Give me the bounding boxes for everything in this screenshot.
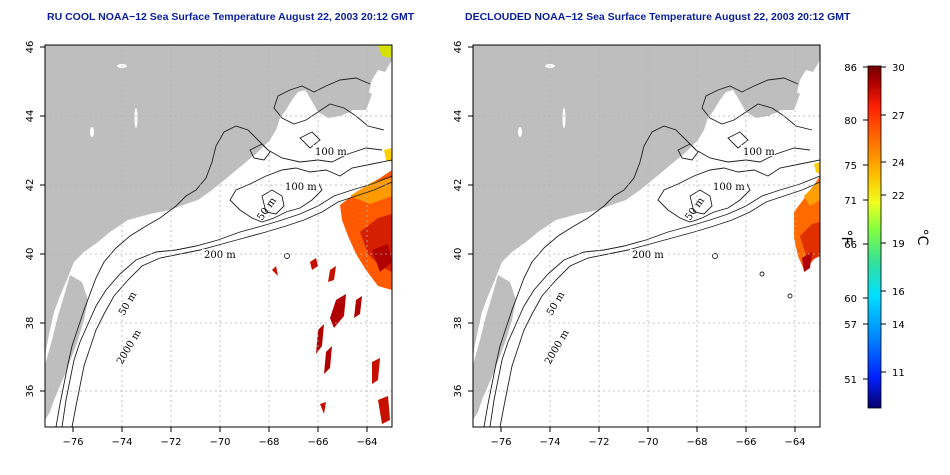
- right-x-tick: −70: [637, 437, 658, 448]
- colorbar-c-tick: 30: [892, 63, 905, 74]
- right-contour-label: 100 m: [713, 182, 745, 193]
- right-map-panel: 100 m 100 m 50 m 200 m 50 m 2000 m −76 −…: [453, 41, 821, 448]
- left-contour-label: 100 m: [315, 147, 347, 158]
- right-land-mass: [473, 45, 820, 360]
- right-plot-frame: [472, 44, 821, 428]
- colorbar-c-tick: 14: [892, 320, 905, 331]
- right-x-tick: −74: [539, 437, 560, 448]
- right-bathymetry-contours: [483, 77, 820, 427]
- left-contour-label: 2000 m: [115, 328, 144, 367]
- left-bathymetry-contours: [55, 77, 392, 427]
- right-x-tick: −76: [490, 437, 511, 448]
- right-contour-label: 100 m: [743, 147, 775, 158]
- fahrenheit-unit-label: °F: [838, 229, 854, 244]
- left-y-tick: 38: [25, 317, 36, 330]
- left-contour-label: 50 m: [117, 290, 139, 318]
- right-y-tick: 36: [453, 385, 464, 398]
- celsius-unit-label: °C: [914, 229, 930, 246]
- colorbar-c-tick: 19: [892, 239, 905, 250]
- left-panel-title: RU COOL NOAA−12 Sea Surface Temperature …: [47, 11, 415, 23]
- colorbar-f-tick: 60: [844, 294, 857, 305]
- left-contour-label: 50 m: [255, 195, 279, 223]
- left-x-tick: −68: [258, 437, 279, 448]
- left-y-tick: 46: [25, 41, 36, 54]
- left-x-tick: −76: [62, 437, 83, 448]
- left-x-tick: −70: [209, 437, 230, 448]
- right-y-tick: 42: [453, 179, 464, 192]
- right-x-tick: −68: [686, 437, 707, 448]
- colorbar-c-tick: 24: [892, 158, 905, 169]
- left-x-tick: −72: [160, 437, 181, 448]
- left-y-tick: 42: [25, 179, 36, 192]
- colorbar-f-tick: 71: [844, 196, 857, 207]
- left-y-tick: 40: [25, 248, 36, 261]
- right-panel-title: DECLOUDED NOAA−12 Sea Surface Temperatur…: [465, 11, 851, 23]
- colorbar-f-tick: 75: [844, 161, 857, 172]
- left-x-tick: −66: [307, 437, 328, 448]
- left-grid: [45, 45, 392, 427]
- colorbar-c-tick: 22: [892, 191, 905, 202]
- left-y-tick: 44: [25, 110, 36, 123]
- right-grid: [473, 45, 820, 427]
- colorbar-c-tick: 27: [892, 111, 905, 122]
- left-x-tick: −64: [356, 437, 377, 448]
- right-contour-label: 200 m: [632, 250, 664, 261]
- left-map-panel: 100 m 100 m 50 m 200 m 50 m 2000 m −76 −…: [25, 41, 393, 448]
- colorbar-f-tick: 51: [844, 375, 857, 386]
- colorbar-c-tick: 16: [892, 287, 905, 298]
- right-contour-label: 50 m: [545, 290, 567, 318]
- colorbar-f-tick: 80: [844, 116, 857, 127]
- right-y-tick: 38: [453, 317, 464, 330]
- colorbar-f-tick: 66: [844, 240, 857, 251]
- left-land-mass: [45, 45, 392, 360]
- colorbar-f-tick: 86: [844, 63, 857, 74]
- colorbar: 86 80 75 71 66 60 57 51 30 27 24 22 19 1…: [838, 63, 930, 409]
- left-contour-label: 200 m: [204, 250, 236, 261]
- colorbar-scale: [867, 65, 882, 409]
- right-contour-label: 2000 m: [543, 328, 572, 367]
- colorbar-c-tick: 11: [892, 368, 905, 379]
- right-y-tick: 44: [453, 110, 464, 123]
- right-x-tick: −64: [784, 437, 805, 448]
- left-y-tick: 36: [25, 385, 36, 398]
- right-y-tick: 40: [453, 248, 464, 261]
- left-x-tick: −74: [111, 437, 132, 448]
- right-y-tick: 46: [453, 41, 464, 54]
- left-plot-frame: [44, 44, 393, 428]
- right-x-tick: −72: [588, 437, 609, 448]
- right-x-tick: −66: [735, 437, 756, 448]
- colorbar-f-tick: 57: [844, 320, 857, 331]
- left-contour-label: 100 m: [285, 182, 317, 193]
- right-contour-label: 50 m: [683, 195, 707, 223]
